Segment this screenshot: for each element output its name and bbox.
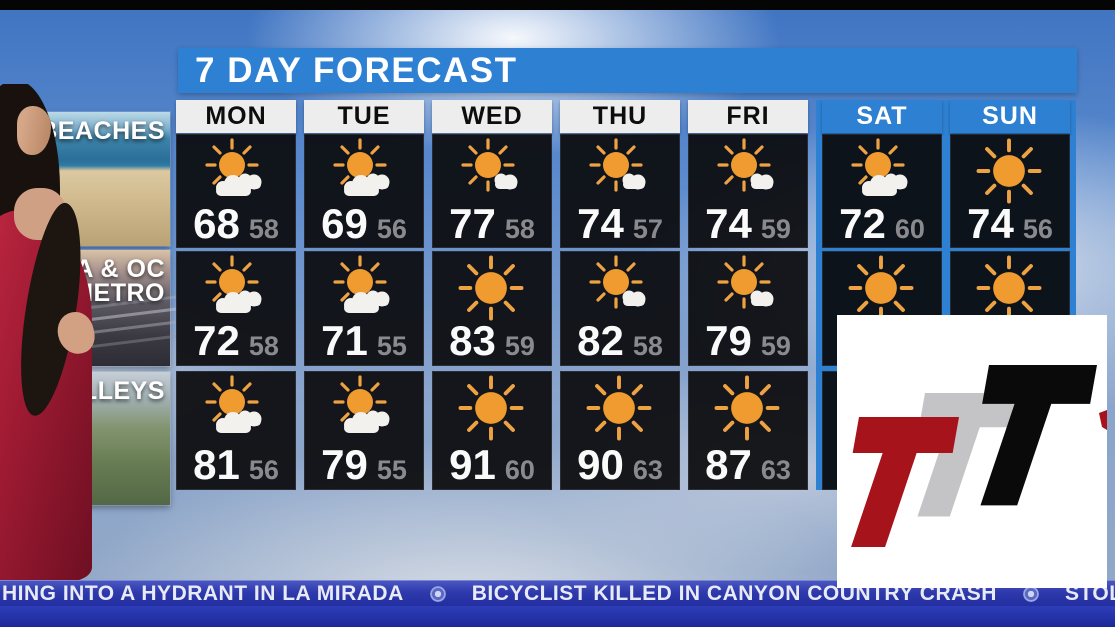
low-temp: 63	[632, 455, 663, 486]
sunny-icon	[970, 255, 1050, 321]
forecast-cell: 83 59	[432, 251, 552, 366]
forecast-title-banner: 7 DAY FORECAST	[178, 48, 1077, 93]
mostly-sunny-icon	[708, 138, 788, 204]
high-temp: 87	[705, 441, 752, 489]
station-logo	[837, 315, 1107, 588]
mostly-sunny-icon	[452, 138, 532, 204]
high-temp: 74	[705, 200, 752, 247]
day-header-mon: MON	[176, 100, 296, 133]
low-temp: 60	[894, 214, 925, 244]
forecast-cell: 68 58	[176, 134, 296, 248]
partly-cloudy-icon	[196, 375, 276, 441]
partly-cloudy-icon	[324, 375, 404, 441]
forecast-cell: 72 60	[822, 134, 942, 248]
ticker-lower-band	[0, 606, 1115, 627]
page-title: 7 DAY FORECAST	[195, 50, 518, 90]
day-header-sun: SUN	[950, 100, 1070, 133]
low-temp: 59	[760, 331, 791, 362]
partly-cloudy-icon	[324, 138, 404, 204]
triple-t-logo-icon	[851, 365, 1107, 547]
partly-cloudy-icon	[842, 138, 922, 204]
region-label-beaches: BEACHES	[39, 117, 165, 145]
forecast-cell: 77 58	[432, 134, 552, 248]
low-temp: 63	[760, 455, 791, 486]
partly-cloudy-icon	[324, 255, 404, 321]
cbs-eye-icon	[429, 585, 446, 602]
day-header-thu: THU	[560, 100, 680, 133]
low-temp: 59	[504, 331, 535, 362]
high-temp: 72	[193, 317, 240, 365]
high-temp: 74	[967, 200, 1014, 247]
low-temp: 60	[504, 455, 535, 486]
sunny-icon	[970, 138, 1050, 204]
high-temp: 81	[193, 441, 240, 489]
low-temp: 59	[760, 214, 791, 244]
sunny-icon	[452, 255, 532, 321]
partly-cloudy-icon	[196, 138, 276, 204]
forecast-cell: 69 56	[304, 134, 424, 248]
low-temp: 58	[248, 331, 279, 362]
forecast-cell: 79 59	[688, 251, 808, 366]
forecast-cell: 71 55	[304, 251, 424, 366]
high-temp: 72	[839, 200, 886, 247]
presenter-face	[17, 106, 51, 155]
mostly-sunny-icon	[580, 255, 660, 321]
forecast-cell: 82 58	[560, 251, 680, 366]
letterbox-bar	[0, 0, 1115, 10]
high-temp: 90	[577, 441, 624, 489]
cbs-eye-icon	[1022, 585, 1039, 602]
high-temp: 83	[449, 317, 496, 365]
high-temp: 82	[577, 317, 624, 365]
low-temp: 56	[248, 455, 279, 486]
sunny-icon	[708, 375, 788, 441]
forecast-cell: 90 63	[560, 371, 680, 490]
low-temp: 57	[632, 214, 663, 244]
high-temp: 79	[321, 441, 368, 489]
high-temp: 71	[321, 317, 368, 365]
ticker-item: HING INTO A HYDRANT IN LA MIRADA	[2, 581, 404, 605]
forecast-cell: 91 60	[432, 371, 552, 490]
low-temp: 55	[376, 331, 407, 362]
forecast-cell: 74 59	[688, 134, 808, 248]
sunny-icon	[580, 375, 660, 441]
day-header-wed: WED	[432, 100, 552, 133]
forecast-cell: 72 58	[176, 251, 296, 366]
high-temp: 69	[321, 200, 368, 247]
day-header-tue: TUE	[304, 100, 424, 133]
forecast-cell: 79 55	[304, 371, 424, 490]
high-temp: 79	[705, 317, 752, 365]
mostly-sunny-icon	[580, 138, 660, 204]
high-temp: 74	[577, 200, 624, 247]
forecast-cell: 74 57	[560, 134, 680, 248]
forecast-cell: 81 56	[176, 371, 296, 490]
sunny-icon	[842, 255, 922, 321]
weather-presenter	[0, 84, 130, 582]
low-temp: 58	[504, 214, 535, 244]
low-temp: 58	[248, 214, 279, 244]
forecast-cell: 74 56	[950, 134, 1070, 248]
high-temp: 68	[193, 200, 240, 247]
day-header-sat: SAT	[822, 100, 942, 133]
mostly-sunny-icon	[708, 255, 788, 321]
partly-cloudy-icon	[196, 255, 276, 321]
low-temp: 55	[376, 455, 407, 486]
day-header-fri: FRI	[688, 100, 808, 133]
low-temp: 56	[1022, 214, 1053, 244]
sunny-icon	[452, 375, 532, 441]
high-temp: 77	[449, 200, 496, 247]
low-temp: 58	[632, 331, 663, 362]
high-temp: 91	[449, 441, 496, 489]
forecast-cell: 87 63	[688, 371, 808, 490]
low-temp: 56	[376, 214, 407, 244]
